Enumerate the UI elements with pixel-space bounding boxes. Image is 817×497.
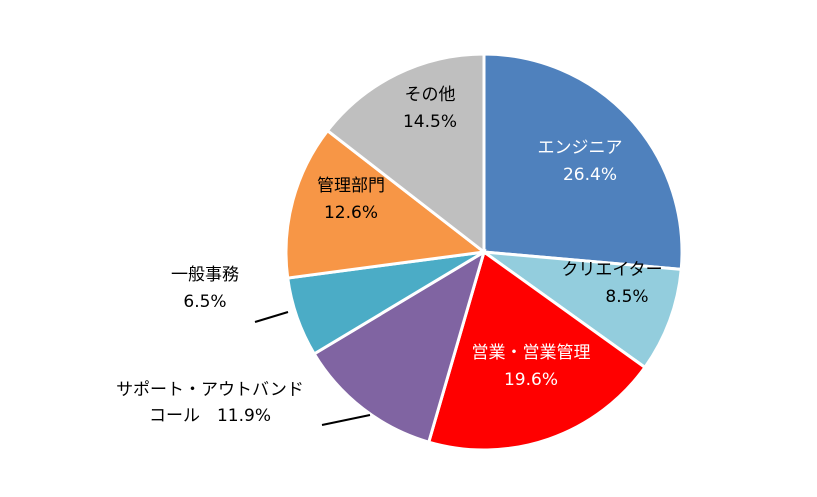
slice-value-general-affairs: 6.5% [183,292,226,312]
slice-label-management: 管理部門 [317,176,385,196]
pie-slice-creator [478,250,683,370]
pie-slice-management [284,128,488,280]
slice-label-creator: クリエイター [561,260,662,280]
slice-value-sales: 19.6% [504,370,558,390]
slice-label-support: サポート・アウトバンド [116,380,304,400]
leader-line-general-affairs [254,311,289,323]
slice-label-general-affairs: 一般事務 [171,265,239,285]
slice-label-sales: 営業・営業管理 [472,343,591,363]
slice-label-engineer: エンジニア [538,138,623,158]
pie-slice-other [325,52,486,256]
pie-slice-support [312,248,487,444]
slice-label-other: その他 [405,85,456,105]
pie-slice-sales [426,249,648,452]
slice-value-engineer: 26.4% [563,165,617,185]
pie-slice-engineer [482,52,684,272]
slice-value-other: 14.5% [403,112,457,132]
leader-line-support [321,414,371,426]
slice-value-management: 12.6% [324,203,378,223]
slice-value-creator: 8.5% [605,287,648,307]
slice-value-support: コール 11.9% [149,406,271,426]
